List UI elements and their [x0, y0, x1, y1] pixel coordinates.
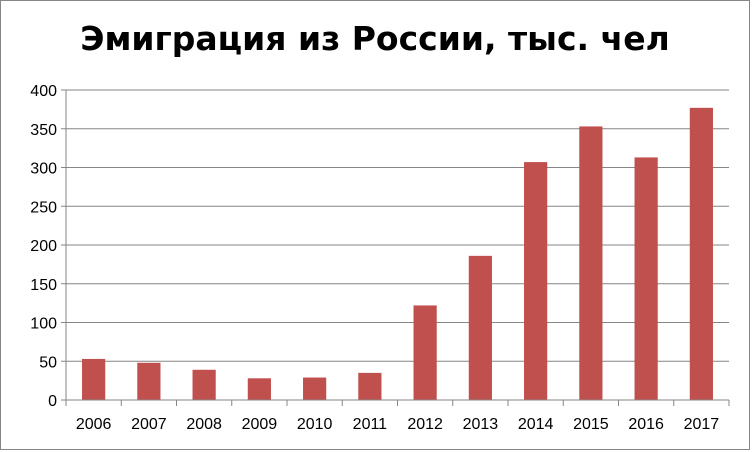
bar-2012 [413, 305, 437, 400]
bar-2009 [247, 378, 271, 400]
bar-2011 [358, 372, 382, 400]
x-tick-label: 2011 [353, 416, 388, 433]
bar-2016 [634, 157, 658, 400]
x-tick-label: 2006 [76, 416, 112, 433]
bar-2010 [303, 377, 327, 400]
bars [82, 107, 713, 401]
gridlines [66, 89, 729, 362]
bar-2008 [192, 369, 216, 400]
x-tick-label: 2010 [297, 416, 333, 433]
bar-2006 [82, 358, 106, 400]
y-tick-label: 100 [30, 316, 57, 333]
bar-2007 [137, 362, 161, 400]
y-tick-label: 300 [30, 161, 57, 178]
bar-2013 [468, 255, 492, 400]
x-tick-label: 2016 [628, 416, 664, 433]
x-tick-label: 2007 [131, 416, 167, 433]
bar-2017 [689, 107, 713, 400]
y-tick-label: 0 [48, 393, 57, 410]
x-tick-label: 2013 [463, 416, 499, 433]
x-tick-label: 2014 [518, 416, 554, 433]
tick-labels: 0 50 100 150 200 250 300 350 400 2006 2007 2008 2009… [30, 83, 719, 433]
y-tick-label: 150 [30, 277, 57, 294]
axes [61, 89, 730, 406]
x-tick-label: 2009 [242, 416, 278, 433]
y-tick-label: 200 [30, 238, 57, 255]
x-tick-label: 2017 [684, 416, 720, 433]
y-tick-label: 250 [30, 199, 57, 216]
bar-2015 [579, 126, 603, 401]
x-tick-label: 2015 [573, 416, 609, 433]
x-tick-label: 2012 [407, 416, 443, 433]
x-tick-label: 2008 [186, 416, 222, 433]
y-tick-label: 350 [30, 122, 57, 139]
y-tick-label: 400 [30, 83, 57, 100]
bar-2014 [524, 162, 548, 400]
y-tick-label: 50 [39, 354, 57, 371]
chart-title: Эмиграция из России, тыс. чел [80, 19, 670, 58]
